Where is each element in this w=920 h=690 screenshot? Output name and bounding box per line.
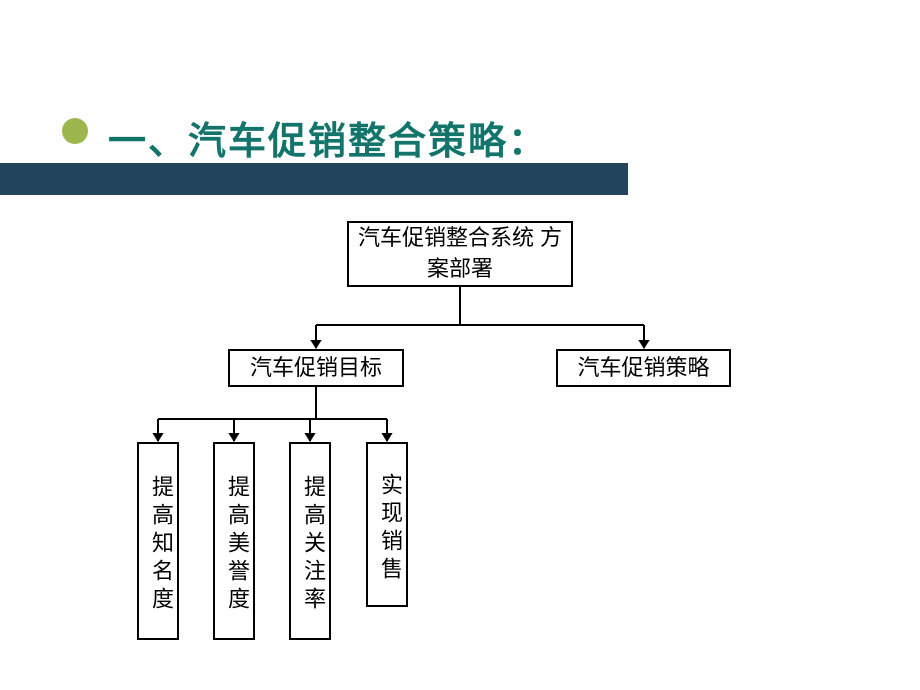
title-bullet [62,118,88,144]
strategy-box: 汽车促销策略 [556,349,731,387]
title-bar [0,163,628,195]
leaf-box-3: 提高关注率 [289,442,331,640]
root-box: 汽车促销整合系统 方案部署 [347,221,573,287]
leaf-label-2: 提高美誉度 [221,475,253,615]
leaf-box-4: 实现销售 [366,442,408,607]
leaf-label-1: 提高知名度 [145,475,177,615]
root-label: 汽车促销整合系统 方案部署 [349,223,571,285]
leaf-box-1: 提高知名度 [137,442,179,640]
goal-box: 汽车促销目标 [228,349,404,387]
goal-label: 汽车促销目标 [250,353,382,384]
leaf-box-2: 提高美誉度 [213,442,255,640]
leaf-label-4: 实现销售 [374,473,406,585]
page-title: 一、汽车促销整合策略： [108,110,548,165]
strategy-label: 汽车促销策略 [577,353,709,384]
leaf-label-3: 提高关注率 [297,475,329,615]
